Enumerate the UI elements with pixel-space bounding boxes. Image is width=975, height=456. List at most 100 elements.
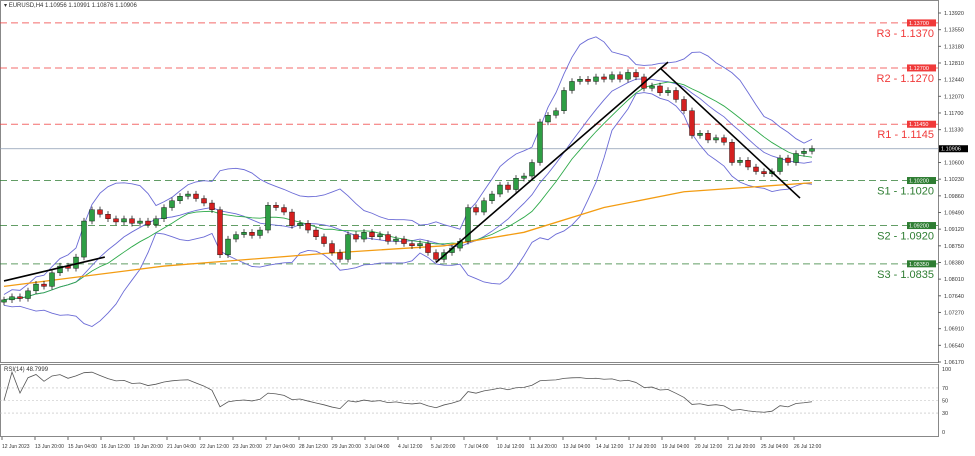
- candle: [489, 193, 495, 201]
- price-tick-label: 1.11700: [944, 111, 963, 117]
- candle: [377, 234, 383, 238]
- bollinger-lower: [3, 92, 813, 327]
- time-tick-label: 26 Jul 12:00: [794, 444, 821, 450]
- current-price-tag-text: 1.10906: [941, 147, 961, 153]
- candle: [345, 234, 351, 260]
- level-price-tag-text: 1.13700: [909, 21, 929, 27]
- time-tick-label: 3 Jul 04:00: [365, 444, 390, 450]
- candle: [329, 243, 335, 253]
- level-price-tag: [907, 222, 936, 230]
- price-tick-label: 1.13550: [944, 28, 964, 34]
- candle: [753, 166, 759, 172]
- candle: [337, 252, 343, 260]
- price-tick-label: 1.07270: [944, 310, 964, 316]
- candle: [137, 220, 143, 224]
- main-pane-border: [0, 0, 939, 363]
- time-tick-label: 5 Jul 20:00: [431, 444, 456, 450]
- candle: [193, 193, 199, 199]
- candle: [17, 296, 23, 299]
- price-tick-label: 1.06540: [944, 343, 964, 349]
- candle: [153, 218, 159, 225]
- candle: [793, 153, 799, 163]
- candle: [297, 223, 303, 226]
- candle: [33, 283, 39, 292]
- candle: [321, 236, 327, 244]
- candle: [569, 81, 575, 91]
- time-tick-label: 13 Jun 20:00: [35, 444, 64, 450]
- time-tick-label: 10 Jul 12:00: [497, 444, 524, 450]
- trendline: [659, 67, 801, 199]
- candle: [713, 137, 719, 141]
- time-tick-label: 19 Jul 04:00: [662, 444, 689, 450]
- time-tick-label: 20 Jul 12:00: [695, 444, 722, 450]
- candle: [673, 90, 679, 100]
- level-price-tag-text: 1.11450: [909, 122, 928, 128]
- time-tick-label: 19 Jun 20:00: [134, 444, 163, 450]
- price-tick-label: 1.09490: [944, 210, 964, 216]
- candle: [625, 72, 631, 80]
- candle: [1, 299, 7, 303]
- current-price-tag: [939, 145, 968, 153]
- candle: [465, 207, 471, 242]
- rsi-line: [3, 370, 813, 413]
- candle: [145, 220, 151, 225]
- candle: [249, 232, 255, 236]
- candle: [689, 110, 695, 136]
- candle: [209, 202, 215, 210]
- candle: [785, 157, 791, 163]
- candle: [705, 133, 711, 141]
- candle: [617, 74, 623, 80]
- candle: [353, 234, 359, 240]
- candle: [681, 99, 687, 111]
- candle: [433, 252, 439, 260]
- candle: [41, 283, 47, 287]
- time-tick-label: 27 Jun 04:00: [266, 444, 295, 450]
- chart-title: ▾ EURUSD,H4 1.10956 1.10991 1.10876 1.10…: [4, 3, 137, 9]
- time-tick-label: 15 Jun 04:00: [68, 444, 97, 450]
- price-tick-label: 1.08380: [944, 260, 964, 266]
- candle: [545, 115, 551, 123]
- candle: [777, 157, 783, 172]
- level-price-tag: [907, 177, 936, 185]
- candle: [809, 148, 815, 152]
- candle: [417, 243, 423, 247]
- price-tick-label: 1.09860: [944, 194, 964, 200]
- candle: [481, 200, 487, 213]
- price-tick-label: 1.10600: [944, 161, 964, 167]
- candle: [169, 200, 175, 208]
- candle: [161, 207, 167, 219]
- time-tick-label: 23 Jun 20:00: [233, 444, 262, 450]
- candle: [129, 218, 135, 224]
- candle: [105, 214, 111, 219]
- candle: [729, 142, 735, 163]
- candle: [801, 151, 807, 154]
- candle: [257, 229, 263, 236]
- candle: [585, 78, 591, 82]
- candle: [217, 209, 223, 256]
- price-tick-label: 1.11330: [944, 128, 963, 134]
- price-tick-label: 1.08750: [944, 244, 964, 250]
- level-price-tag: [907, 64, 936, 72]
- symbol-label: EURUSD,H4: [8, 3, 44, 9]
- candle: [233, 234, 239, 240]
- time-tick-label: 21 Jul 20:00: [728, 444, 755, 450]
- rsi-tick-label: 50: [942, 399, 948, 405]
- candle: [9, 296, 15, 301]
- trendline: [3, 256, 105, 282]
- candle: [201, 198, 207, 204]
- candle: [633, 72, 639, 78]
- rsi-tick-label: 70: [942, 386, 948, 392]
- candle: [745, 160, 751, 168]
- time-tick-label: 4 Jul 12:00: [398, 444, 423, 450]
- candle: [665, 90, 671, 93]
- price-tick-label: 1.13180: [944, 44, 964, 50]
- rsi-label: RSI(14) 48.7999: [4, 367, 49, 373]
- level-price-tag: [907, 120, 936, 128]
- time-tick-label: 12 Jun 2023: [2, 444, 30, 450]
- level-price-tag-text: 1.09200: [909, 224, 929, 230]
- price-tick-label: 1.12810: [944, 61, 964, 67]
- candle: [505, 184, 511, 190]
- candle: [737, 160, 743, 163]
